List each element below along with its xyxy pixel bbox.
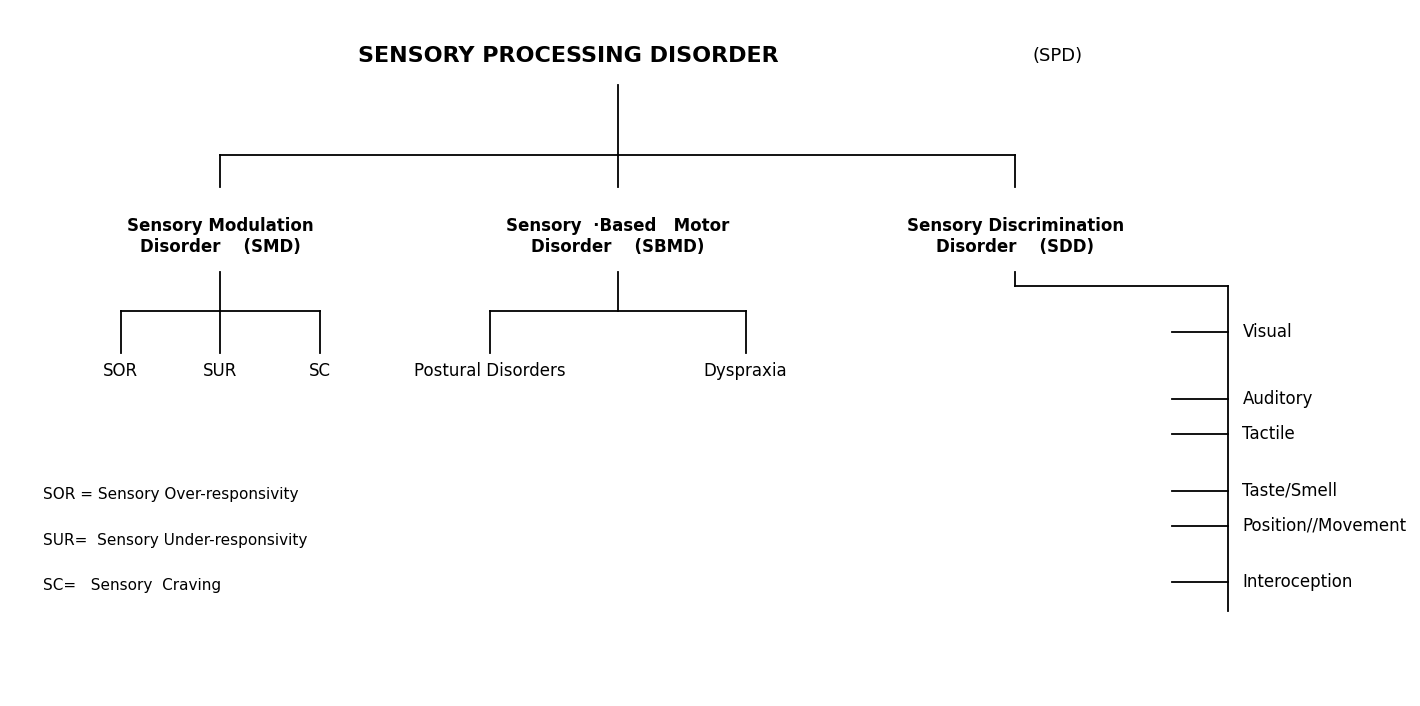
Text: Interoception: Interoception [1242,573,1353,592]
Text: Visual: Visual [1242,323,1292,341]
Text: Sensory Discrimination
Disorder    (SDD): Sensory Discrimination Disorder (SDD) [907,217,1123,256]
Text: Dyspraxia: Dyspraxia [704,361,787,380]
Text: SUR: SUR [203,361,237,380]
Text: SENSORY PROCESSING DISORDER: SENSORY PROCESSING DISORDER [358,47,778,66]
Text: (SPD): (SPD) [1032,47,1083,66]
Text: SC=   Sensory  Craving: SC= Sensory Craving [43,578,220,594]
Text: Postural Disorders: Postural Disorders [415,361,565,380]
Text: Auditory: Auditory [1242,390,1314,408]
Text: SOR = Sensory Over-responsivity: SOR = Sensory Over-responsivity [43,486,298,502]
Text: Sensory Modulation
Disorder    (SMD): Sensory Modulation Disorder (SMD) [126,217,314,256]
Text: Tactile: Tactile [1242,425,1295,443]
Text: Taste/Smell: Taste/Smell [1242,481,1338,500]
Text: Sensory  ·Based   Motor
Disorder    (SBMD): Sensory ·Based Motor Disorder (SBMD) [506,217,730,256]
Text: SUR=  Sensory Under-responsivity: SUR= Sensory Under-responsivity [43,532,307,548]
Text: SOR: SOR [104,361,138,380]
Text: Position//Movement: Position//Movement [1242,517,1407,535]
Text: SC: SC [308,361,331,380]
